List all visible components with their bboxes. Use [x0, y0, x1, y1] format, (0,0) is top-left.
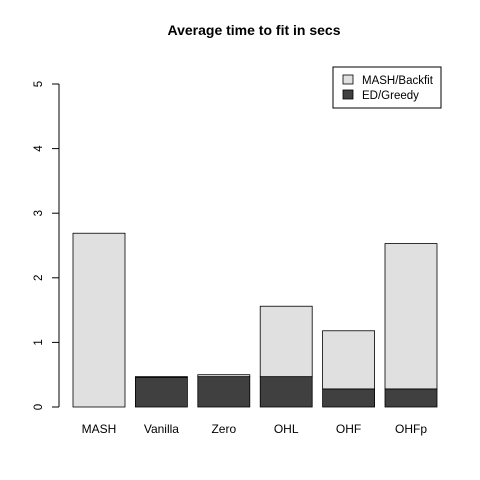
bar-segment	[322, 388, 376, 408]
legend-label: ED/Greedy	[362, 90, 419, 102]
bar-segment	[259, 376, 313, 408]
bars	[72, 232, 438, 408]
x-category-label: OHFp	[395, 422, 427, 436]
x-axis-labels: MASH Vanilla Zero OHL OHF OHFp	[82, 422, 428, 436]
y-tick-label: 3	[33, 210, 45, 216]
bar-segment	[197, 376, 251, 408]
legend-swatch	[342, 74, 354, 85]
legend-box	[332, 66, 442, 109]
y-axis: 0 1 2 3 4 5	[33, 81, 60, 410]
x-category-label: Vanilla	[144, 422, 179, 436]
x-category-label: OHL	[274, 422, 299, 436]
y-tick-label: 0	[33, 404, 45, 410]
y-tick-label: 5	[33, 81, 45, 87]
chart-title: Average time to fit in secs	[168, 22, 341, 38]
bar-segment	[134, 376, 188, 378]
bar-segment	[72, 232, 126, 408]
bar-segment	[259, 305, 313, 378]
legend: MASH/Backfit ED/Greedy	[332, 66, 442, 109]
bar-segment	[384, 243, 438, 390]
x-category-label: Zero	[211, 422, 236, 436]
bar-segment	[197, 374, 251, 378]
bar-segment	[384, 388, 438, 408]
legend-swatch	[342, 89, 354, 100]
x-category-label: OHF	[336, 422, 361, 436]
y-tick-label: 1	[33, 339, 45, 345]
bar-segment	[134, 376, 188, 408]
y-tick-label: 4	[33, 145, 45, 152]
y-tick-label: 2	[33, 275, 45, 281]
legend-label: MASH/Backfit	[362, 75, 434, 87]
x-category-label: MASH	[82, 422, 117, 436]
bar-segment	[322, 330, 376, 390]
